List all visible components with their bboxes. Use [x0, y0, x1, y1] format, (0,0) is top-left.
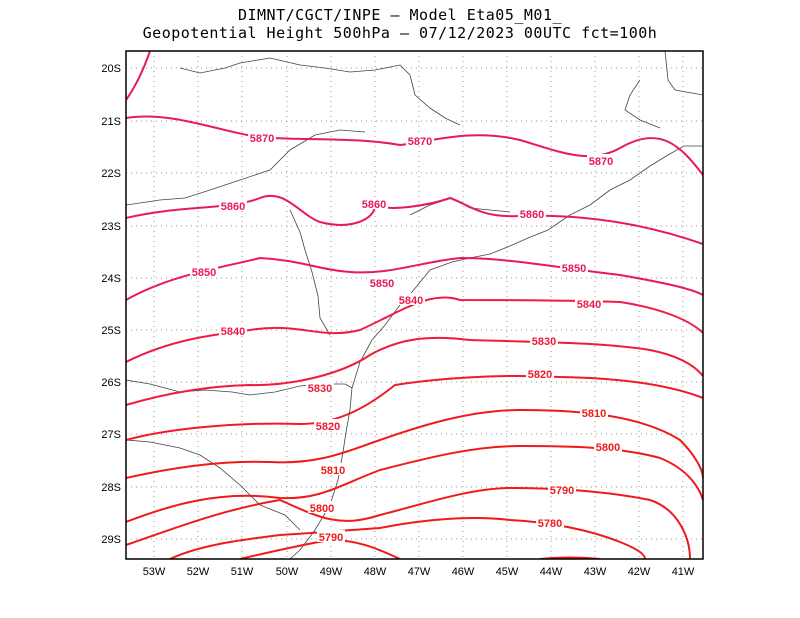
contour-label-bg	[397, 293, 425, 305]
contour-label-bg	[319, 463, 347, 475]
contour-label: 5860	[362, 199, 386, 211]
contour-label-bg	[219, 199, 247, 211]
contour-label: 5850	[562, 263, 586, 275]
lon-label: 52W	[187, 566, 210, 578]
contour-label: 5840	[221, 326, 245, 338]
contour-label-bg	[190, 265, 218, 277]
contour-label: 5830	[308, 383, 332, 395]
contour-label: 5860	[221, 201, 245, 213]
contour-label: 5870	[250, 133, 274, 145]
contour-label: 5860	[520, 209, 544, 221]
contour-label: 5870	[589, 156, 613, 168]
lat-label: 26S	[101, 377, 121, 389]
lat-label: 22S	[101, 168, 121, 180]
lon-label: 50W	[276, 566, 299, 578]
contour-label-bg	[360, 197, 388, 209]
contour-label-bg	[536, 516, 564, 528]
lat-label: 27S	[101, 429, 121, 441]
grid	[126, 51, 703, 559]
contour-label-bg	[368, 276, 396, 288]
contour-label-bg	[594, 440, 622, 452]
contour-label: 5810	[321, 465, 345, 477]
contour-label: 5820	[316, 421, 340, 433]
contour-label-bg	[317, 530, 345, 542]
contour-label-bg	[587, 154, 615, 166]
lat-label: 29S	[101, 534, 121, 546]
contour-label-bg	[526, 367, 554, 379]
contour-labels: 5870 5870 5870 5860 5860 5860 5850 5850 5850 5840…	[190, 131, 622, 544]
lat-label: 24S	[101, 273, 121, 285]
contour-label: 5830	[532, 336, 556, 348]
contour-label-bg	[406, 134, 434, 146]
contour-label: 5790	[550, 485, 574, 497]
contour-label-bg	[306, 381, 334, 393]
coastline-borders	[126, 51, 703, 559]
contour-label: 5820	[528, 369, 552, 381]
lon-label: 41W	[672, 566, 695, 578]
lat-label: 20S	[101, 63, 121, 75]
lat-axis: 20S 21S 22S 23S 24S 25S 26S 27S 28S 29S	[101, 63, 121, 546]
contour-label: 5790	[319, 532, 343, 544]
contour-label-bg	[560, 261, 588, 273]
lon-label: 45W	[496, 566, 519, 578]
contour-label-bg	[219, 324, 247, 336]
lon-label: 51W	[231, 566, 254, 578]
lon-axis: 53W 52W 51W 50W 49W 48W 47W 46W 45W 44W …	[143, 566, 695, 578]
lon-label: 48W	[364, 566, 387, 578]
lon-label: 47W	[408, 566, 431, 578]
lat-label: 28S	[101, 482, 121, 494]
title-line-1: DIMNT/CGCT/INPE – Model Eta05_M01_	[237, 6, 563, 24]
contour-label: 5870	[408, 136, 432, 148]
contour-label-bg	[575, 297, 603, 309]
contour-label-bg	[580, 406, 608, 418]
lon-label: 46W	[452, 566, 475, 578]
contour-label: 5780	[538, 518, 562, 530]
contour-lines	[126, 51, 703, 559]
contour-label-bg	[548, 483, 576, 495]
contour-label: 5850	[192, 267, 216, 279]
title-line-2: Geopotential Height 500hPa – 07/12/2023 …	[142, 24, 658, 42]
lon-label: 49W	[320, 566, 343, 578]
contour-label-bg	[248, 131, 276, 143]
lat-label: 25S	[101, 325, 121, 337]
contour-label-bg	[314, 419, 342, 431]
contour-label-bg	[308, 501, 336, 513]
plot-frame	[125, 50, 704, 560]
contour-label: 5850	[370, 278, 394, 290]
contour-label: 5840	[577, 299, 601, 311]
contour-label: 5810	[582, 408, 606, 420]
lat-label: 23S	[101, 221, 121, 233]
contour-label: 5840	[399, 295, 423, 307]
contour-label-bg	[530, 334, 558, 346]
contour-label-bg	[518, 207, 546, 219]
lon-label: 44W	[540, 566, 563, 578]
contour-label: 5800	[596, 442, 620, 454]
lon-label: 53W	[143, 566, 166, 578]
lon-label: 42W	[628, 566, 651, 578]
contour-label: 5800	[310, 503, 334, 515]
lon-label: 43W	[584, 566, 607, 578]
lat-label: 21S	[101, 116, 121, 128]
